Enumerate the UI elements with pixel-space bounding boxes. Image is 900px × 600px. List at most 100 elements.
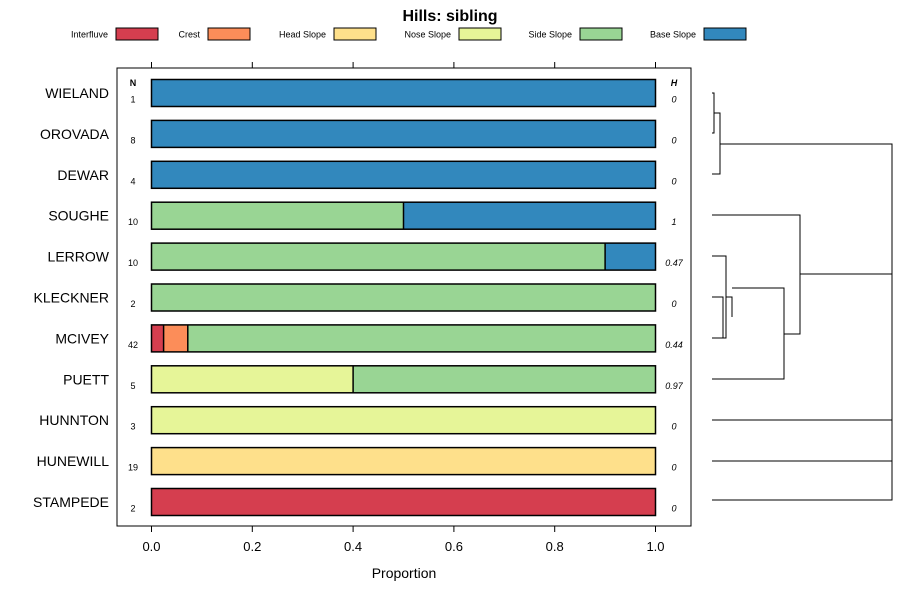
dendrogram-link: [712, 296, 724, 338]
bar-outline: [150, 160, 657, 190]
legend-label: Nose Slope: [404, 30, 451, 40]
n-value: 1: [130, 95, 135, 105]
dendrogram-link: [712, 112, 721, 175]
legend-swatch: [703, 27, 747, 41]
bar-row: HUNEWILL 19 0: [37, 446, 677, 476]
bar-segment-interfluve: [151, 488, 656, 516]
category-label: KLECKNER: [34, 290, 109, 306]
bar-segment-side-slope: [151, 202, 404, 230]
legend-swatch: [333, 27, 377, 41]
n-value: 4: [130, 176, 135, 186]
bar-outline: [150, 446, 657, 476]
h-value: 0: [671, 463, 676, 473]
n-value: 42: [128, 340, 138, 350]
n-value: 10: [128, 217, 138, 227]
h-value: 1: [671, 217, 676, 227]
bar-segment-side-slope: [353, 365, 656, 393]
bar-segment-crest: [163, 324, 188, 352]
bar-outline: [150, 78, 657, 108]
bar-row: WIELAND 1 0: [45, 78, 677, 108]
bar-outline: [150, 487, 657, 517]
n-value: 19: [128, 463, 138, 473]
category-label: SOUGHE: [48, 208, 109, 224]
category-label: MCIVEY: [55, 330, 109, 346]
bar-segment-head-slope: [151, 447, 656, 475]
bar-row: SOUGHE 10 1: [48, 201, 677, 230]
h-value: 0: [671, 422, 676, 432]
n-value: 2: [130, 504, 135, 514]
bar-segment-nose-slope: [151, 365, 354, 393]
h-value: 0: [671, 504, 676, 514]
x-tick-label: 0.0: [142, 539, 160, 554]
bar-row: PUETT 5 0.97: [63, 365, 684, 394]
bar-segment-side-slope: [151, 284, 656, 311]
bar-segment-side-slope: [151, 243, 606, 271]
dendrogram-link: [726, 296, 733, 317]
legend-swatch: [458, 27, 502, 41]
h-value: 0: [671, 135, 676, 145]
category-label: WIELAND: [45, 85, 109, 101]
legend: Interfluve Crest Head Slope Nose Slope Side …: [71, 27, 747, 41]
bar-outline: [150, 405, 657, 435]
category-label: HUNEWILL: [37, 453, 110, 469]
chart-title: Hills: sibling: [402, 8, 497, 25]
x-axis-label: Proportion: [372, 565, 437, 581]
x-axis: 0.0 0.2 0.4 0.6 0.8 1.0: [142, 62, 665, 554]
category-label: LERROW: [48, 249, 110, 265]
n-value: 2: [130, 299, 135, 309]
category-label: DEWAR: [57, 167, 109, 183]
bar-row: OROVADA 8 0: [40, 119, 677, 149]
bar-segment-base-slope: [151, 120, 656, 148]
legend-label: Base Slope: [650, 30, 696, 40]
x-tick-label: 0.8: [546, 539, 564, 554]
bar-outline: [150, 242, 657, 271]
n-value: 3: [130, 422, 135, 432]
bar-outline: [150, 283, 657, 312]
legend-swatch: [115, 27, 159, 41]
h-value: 0: [671, 95, 676, 105]
legend-label: Head Slope: [279, 30, 326, 40]
x-tick-label: 1.0: [646, 539, 664, 554]
bar-segment-base-slope: [151, 161, 656, 189]
bar-segment-nose-slope: [151, 406, 656, 434]
category-label: PUETT: [63, 371, 109, 387]
legend-label: Interfluve: [71, 30, 108, 40]
category-label: OROVADA: [40, 126, 110, 142]
bar-outline: [150, 201, 657, 230]
bar-outline: [150, 365, 657, 394]
bar-outline: [150, 119, 657, 149]
h-value: 0: [671, 299, 676, 309]
bar-segment-base-slope: [605, 243, 656, 271]
bar-row: LERROW 10 0.47: [48, 242, 684, 271]
dendrogram-link: [712, 92, 715, 134]
category-label: STAMPEDE: [33, 494, 109, 510]
n-value: 5: [130, 381, 135, 391]
legend-swatch: [579, 27, 623, 41]
n-value: 8: [130, 135, 135, 145]
legend-label: Crest: [178, 30, 200, 40]
dendrogram-link: [712, 214, 801, 335]
bar-row: HUNNTON 3 0: [39, 405, 677, 435]
x-tick-label: 0.4: [344, 539, 362, 554]
bar-row: STAMPEDE 2 0: [33, 487, 677, 517]
h-value: 0.97: [665, 381, 684, 391]
dendrogram: [712, 92, 893, 501]
legend-swatch: [207, 27, 251, 41]
bar-segment-interfluve: [151, 324, 164, 352]
h-value: 0: [671, 176, 676, 186]
bar-row: MCIVEY 42 0.44: [55, 324, 683, 353]
plot-frame: [116, 67, 692, 527]
n-header: N: [130, 78, 137, 88]
x-tick-label: 0.2: [243, 539, 261, 554]
category-label: HUNNTON: [39, 412, 109, 428]
x-tick-label: 0.6: [445, 539, 463, 554]
bar-row: DEWAR 4 0: [57, 160, 677, 190]
bar-segment-side-slope: [187, 324, 656, 352]
dendrogram-link: [712, 143, 893, 501]
bar-segment-base-slope: [403, 202, 656, 230]
bar-segment-base-slope: [151, 79, 656, 107]
bar-row: KLECKNER 2 0: [34, 283, 677, 312]
h-value: 0.47: [665, 258, 684, 268]
